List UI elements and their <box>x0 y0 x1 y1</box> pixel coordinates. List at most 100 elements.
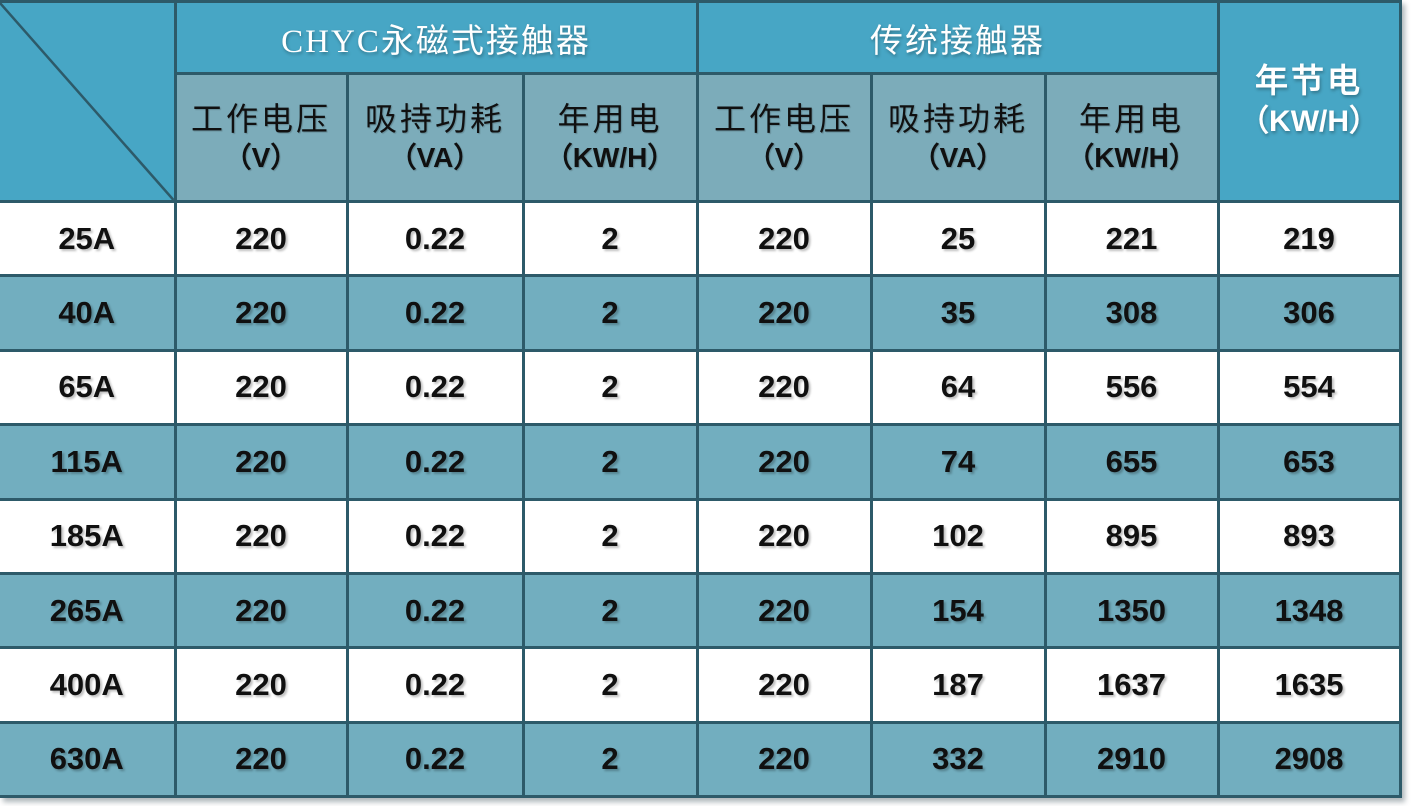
value-cell: 2 <box>521 720 699 799</box>
spec-cell: 65A <box>0 348 177 427</box>
value-cell: 0.22 <box>345 199 525 278</box>
value-cell: 187 <box>869 646 1047 724</box>
value-cell: 2 <box>521 423 699 501</box>
savings-header-name: 年节电 <box>1255 64 1364 101</box>
value-cell: 0.22 <box>345 497 525 575</box>
column-header-label: 吸持功耗 <box>888 100 1029 137</box>
value-cell: 219 <box>1216 199 1402 278</box>
value-cell: 220 <box>695 720 873 799</box>
value-cell: 893 <box>1216 497 1402 575</box>
value-cell: 0.22 <box>345 571 525 650</box>
value-cell: 0.22 <box>345 423 525 501</box>
value-cell: 220 <box>695 423 873 501</box>
value-cell: 0.22 <box>345 274 525 352</box>
value-cell: 102 <box>869 497 1047 575</box>
column-header-chyc-annual-usage: 年用电 （KW/H） <box>521 72 699 203</box>
value-cell: 74 <box>869 423 1047 501</box>
table-row: 265A 220 0.22 2 220 154 1350 1348 <box>0 571 1402 650</box>
value-cell: 2 <box>521 497 699 575</box>
value-cell: 653 <box>1216 423 1402 501</box>
value-cell: 1348 <box>1216 571 1402 650</box>
column-header-label: 年用电 <box>557 100 663 137</box>
table-row: 400A 220 0.22 2 220 187 1637 1635 <box>0 646 1402 724</box>
savings-column-header: 年节电 （KW/H） <box>1216 0 1402 203</box>
value-cell: 655 <box>1043 423 1220 501</box>
value-cell: 154 <box>869 571 1047 650</box>
value-cell: 25 <box>869 199 1047 278</box>
value-cell: 220 <box>695 348 873 427</box>
value-cell: 1637 <box>1043 646 1220 724</box>
value-cell: 220 <box>173 274 349 352</box>
value-cell: 2908 <box>1216 720 1402 799</box>
column-header-trad-voltage: 工作电压 （V） <box>695 72 873 203</box>
value-cell: 221 <box>1043 199 1220 278</box>
value-cell: 2 <box>521 199 699 278</box>
column-header-label: 工作电压 <box>714 100 855 137</box>
value-cell: 1635 <box>1216 646 1402 724</box>
value-cell: 220 <box>173 348 349 427</box>
value-cell: 2 <box>521 571 699 650</box>
table-row: 40A 220 0.22 2 220 35 308 306 <box>0 274 1402 352</box>
column-header-unit: （V） <box>223 142 299 174</box>
corner-cell <box>0 0 177 203</box>
value-cell: 220 <box>695 199 873 278</box>
value-cell: 35 <box>869 274 1047 352</box>
column-header-trad-holding-power: 吸持功耗 （VA） <box>869 72 1047 203</box>
value-cell: 220 <box>173 423 349 501</box>
value-cell: 220 <box>695 497 873 575</box>
table-row: 185A 220 0.22 2 220 102 895 893 <box>0 497 1402 575</box>
value-cell: 2 <box>521 646 699 724</box>
spec-cell: 265A <box>0 571 177 650</box>
group-header-traditional: 传统接触器 <box>695 0 1220 75</box>
value-cell: 220 <box>173 571 349 650</box>
spec-cell: 25A <box>0 199 177 278</box>
value-cell: 556 <box>1043 348 1220 427</box>
column-header-chyc-holding-power: 吸持功耗 （VA） <box>345 72 525 203</box>
column-header-label: 年用电 <box>1079 100 1185 137</box>
value-cell: 0.22 <box>345 646 525 724</box>
value-cell: 220 <box>695 571 873 650</box>
group-header-row: CHYC永磁式接触器 传统接触器 年节电 （KW/H） <box>0 0 1402 203</box>
spec-cell: 115A <box>0 423 177 501</box>
value-cell: 554 <box>1216 348 1402 427</box>
value-cell: 220 <box>695 646 873 724</box>
value-cell: 220 <box>173 497 349 575</box>
value-cell: 220 <box>173 646 349 724</box>
column-header-unit: （VA） <box>388 142 482 174</box>
savings-header-unit: （KW/H） <box>1239 105 1380 139</box>
diagonal-divider-line <box>0 3 174 200</box>
value-cell: 0.22 <box>345 348 525 427</box>
value-cell: 2910 <box>1043 720 1220 799</box>
value-cell: 332 <box>869 720 1047 799</box>
column-header-label: 工作电压 <box>190 100 331 137</box>
table-row: 25A 220 0.22 2 220 25 221 219 <box>0 199 1402 278</box>
column-header-unit: （KW/H） <box>1066 142 1197 174</box>
value-cell: 220 <box>173 720 349 799</box>
column-header-chyc-voltage: 工作电压 （V） <box>175 72 349 203</box>
value-cell: 2 <box>521 348 699 427</box>
value-cell: 895 <box>1043 497 1220 575</box>
value-cell: 0.22 <box>345 720 525 799</box>
column-header-label: 吸持功耗 <box>364 100 505 137</box>
value-cell: 220 <box>695 274 873 352</box>
value-cell: 306 <box>1216 274 1402 352</box>
table-row: 630A 220 0.22 2 220 332 2910 2908 <box>0 720 1402 799</box>
spec-cell: 40A <box>0 274 177 352</box>
sub-header-row: 工作电压 （V） 吸持功耗 （VA） 年用电 （KW/H） 工作电压 （V） 吸… <box>0 72 1400 203</box>
table-row: 115A 220 0.22 2 220 74 655 653 <box>0 423 1402 501</box>
value-cell: 220 <box>173 199 349 278</box>
column-header-unit: （KW/H） <box>544 142 676 174</box>
group-header-chyc: CHYC永磁式接触器 <box>173 0 699 75</box>
table-row: 65A 220 0.22 2 220 64 556 554 <box>0 348 1402 427</box>
table-body: 25A 220 0.22 2 220 25 221 219 40A 220 0.22 2 220 35 30… <box>0 199 1402 799</box>
value-cell: 1350 <box>1043 571 1220 650</box>
column-header-trad-annual-usage: 年用电 （KW/H） <box>1043 72 1220 203</box>
spec-cell: 400A <box>0 646 177 724</box>
column-header-unit: （V） <box>746 142 822 174</box>
value-cell: 64 <box>869 348 1047 427</box>
column-header-unit: （VA） <box>911 142 1005 174</box>
value-cell: 2 <box>521 274 699 352</box>
spec-cell: 185A <box>0 497 177 575</box>
